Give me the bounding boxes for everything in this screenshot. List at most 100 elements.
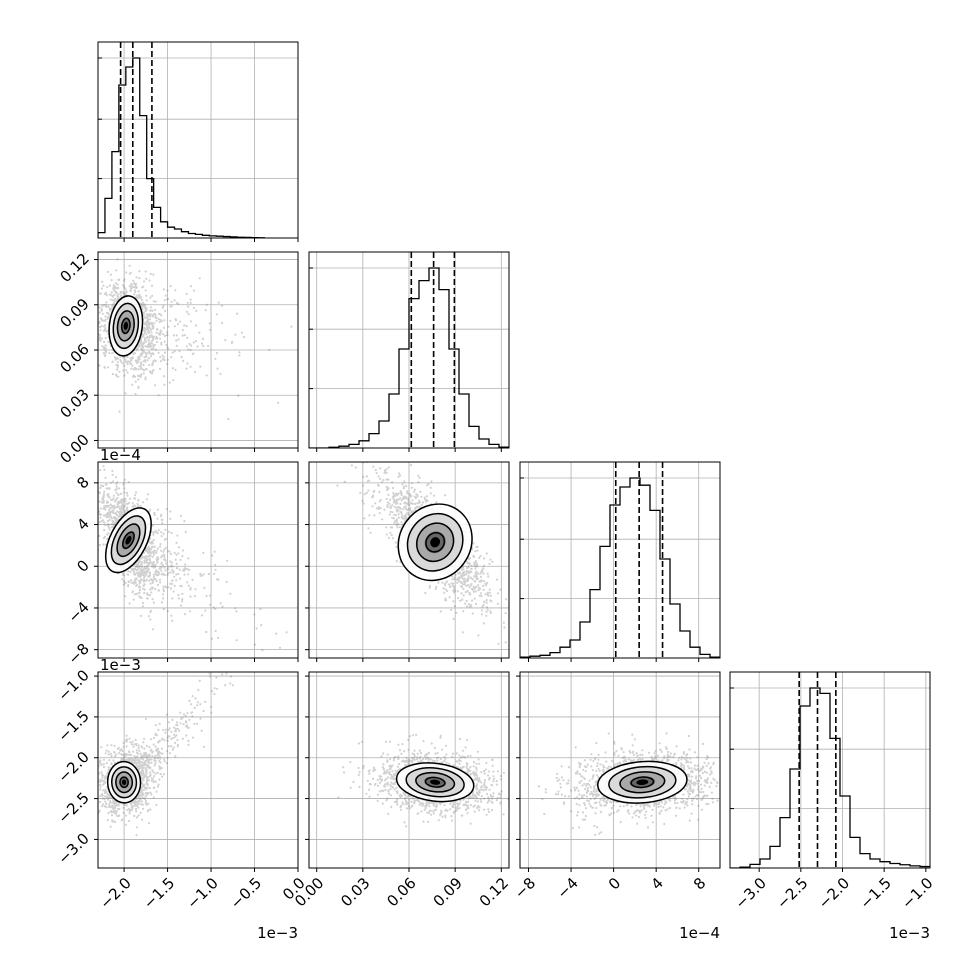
y-tick-label: −1.0 (54, 666, 92, 704)
contour-line (619, 771, 666, 794)
panel-content (520, 462, 720, 658)
density-peak (430, 779, 441, 785)
contour-line (108, 295, 144, 357)
histogram-line (98, 57, 265, 238)
contour-line (405, 767, 465, 798)
panel-frame (97, 41, 299, 239)
panel-content (309, 252, 509, 448)
density-peak (125, 535, 132, 545)
density-peak (430, 537, 441, 548)
x-tick-label: −4 (553, 874, 581, 902)
contour-line (415, 522, 455, 563)
x-tick-label: −2.5 (773, 874, 811, 912)
panel-background (98, 42, 298, 238)
density-peak (121, 779, 127, 785)
x-tick-label: −3.0 (731, 874, 769, 912)
histogram-line (520, 477, 720, 658)
y-tick-label: −4 (64, 598, 92, 626)
y-tick-label: 0.12 (56, 250, 92, 286)
x-tick-label: 0.09 (430, 874, 466, 910)
scatter-panel-0-2 (94, 461, 299, 662)
panel-content (98, 672, 298, 868)
x-tick-label: −1.5 (140, 874, 178, 912)
histogram-panel-1 (308, 251, 510, 452)
contour-line (608, 765, 677, 799)
x-tick-label: 0 (605, 874, 624, 893)
histogram-panel-2 (519, 461, 721, 662)
panel-content (309, 462, 509, 658)
panel-frame (519, 461, 721, 659)
y-tick-label: 0.03 (56, 385, 92, 421)
contour-line (111, 766, 138, 799)
panel-frame (729, 671, 931, 869)
contour-line (104, 507, 152, 574)
y-offset-label: 1e−4 (100, 446, 141, 464)
contour-line (112, 302, 140, 350)
scatter-panel-1-3 (305, 671, 510, 872)
scatter-panel-2-3 (516, 671, 721, 872)
panel-frame (97, 461, 299, 659)
density-peak (123, 321, 129, 330)
x-tick-label: −8 (511, 874, 539, 902)
y-tick-label: 0.09 (56, 295, 92, 331)
contour-line (630, 776, 655, 789)
panel-content (98, 42, 298, 238)
contour-line (415, 771, 456, 793)
panel-frame (97, 671, 299, 869)
contour-line (425, 531, 446, 553)
histogram-line (730, 687, 930, 868)
panel-content (98, 462, 298, 658)
panel-content (309, 672, 509, 868)
scatter-panel-0-1 (94, 251, 299, 452)
y-tick-label: −1.5 (54, 707, 92, 745)
contour-line (397, 503, 473, 582)
contour-line (597, 760, 688, 804)
x-tick-label: 0.03 (337, 874, 373, 910)
x-tick-label: 0.06 (383, 874, 419, 910)
panel-frame (519, 671, 721, 869)
contour-line (121, 531, 135, 550)
contour-line (106, 760, 142, 804)
x-tick-label: −2.0 (815, 874, 853, 912)
x-tick-label: 8 (690, 874, 709, 893)
x-tick-label: 0.12 (476, 874, 512, 910)
y-tick-label: −2.5 (54, 789, 92, 827)
x-tick-label: −1.0 (183, 874, 221, 912)
histogram-panel-0 (97, 41, 299, 242)
histogram-panel-3 (729, 671, 931, 872)
contour-line (116, 523, 141, 558)
y-tick-label: −3.0 (54, 830, 92, 868)
contour-line (120, 317, 131, 335)
panel-content (98, 252, 298, 448)
contour-line (115, 771, 134, 794)
y-tick-label: 0.06 (56, 340, 92, 376)
x-offset-label: 1e−4 (679, 924, 720, 942)
x-tick-label: −0.5 (227, 874, 265, 912)
corner-plot-panels (94, 41, 931, 872)
y-tick-label: −8 (64, 640, 92, 668)
x-offset-label: 1e−3 (257, 924, 298, 942)
contour-line (110, 515, 147, 566)
scatter-panel-0-3 (94, 671, 299, 872)
panel-content (730, 672, 930, 868)
x-tick-label: −1.0 (898, 874, 936, 912)
x-offset-label: 1e−3 (889, 924, 930, 942)
histogram-line (309, 267, 509, 448)
y-tick-label: 0 (73, 556, 92, 575)
x-tick-label: 4 (647, 874, 666, 893)
density-peak (636, 779, 649, 786)
contour-line (424, 776, 446, 788)
axis-offset-labels: 1e−3 1e−4 1e−3 1e−4 1e−3 (100, 446, 930, 942)
y-tick-label: 4 (73, 515, 92, 534)
contour-line (395, 762, 475, 803)
panel-content (520, 672, 720, 868)
y-tick-label: 0.00 (56, 431, 92, 467)
x-tick-label: −2.0 (96, 874, 134, 912)
scatter-panel-1-2 (305, 461, 510, 662)
contour-line (116, 310, 135, 342)
x-tick-label: −1.5 (856, 874, 894, 912)
contour-line (406, 512, 464, 572)
y-tick-label: −2.0 (54, 748, 92, 786)
contour-line (119, 776, 129, 789)
